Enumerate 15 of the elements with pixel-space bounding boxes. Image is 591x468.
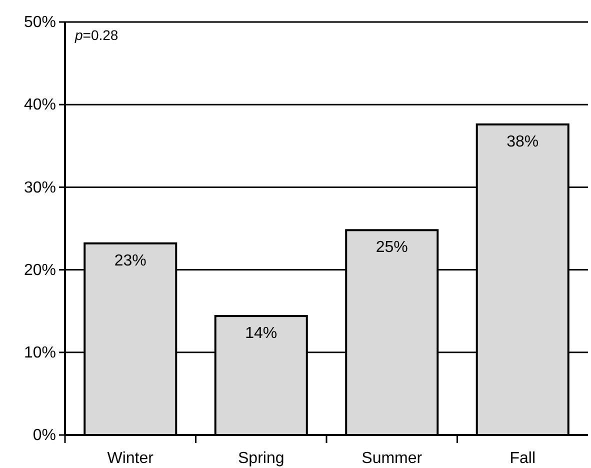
data-label: 23% — [114, 252, 146, 270]
annotation: p=0.28 — [74, 27, 118, 43]
y-tick-label: 10% — [24, 344, 56, 362]
y-tick-label: 50% — [24, 14, 56, 32]
data-label: 14% — [245, 325, 278, 342]
data-label: 25% — [376, 239, 408, 256]
y-tick-label: 40% — [24, 96, 56, 114]
x-tick-label: Spring — [238, 450, 284, 467]
x-tick-label: Summer — [362, 450, 423, 467]
y-tick-label: 0% — [32, 427, 56, 444]
y-tick-label: 20% — [24, 262, 56, 279]
x-tick-label: Fall — [510, 450, 536, 467]
y-tick-label: 30% — [24, 179, 56, 196]
x-tick-label: Winter — [107, 450, 154, 467]
data-label: 38% — [506, 133, 539, 150]
